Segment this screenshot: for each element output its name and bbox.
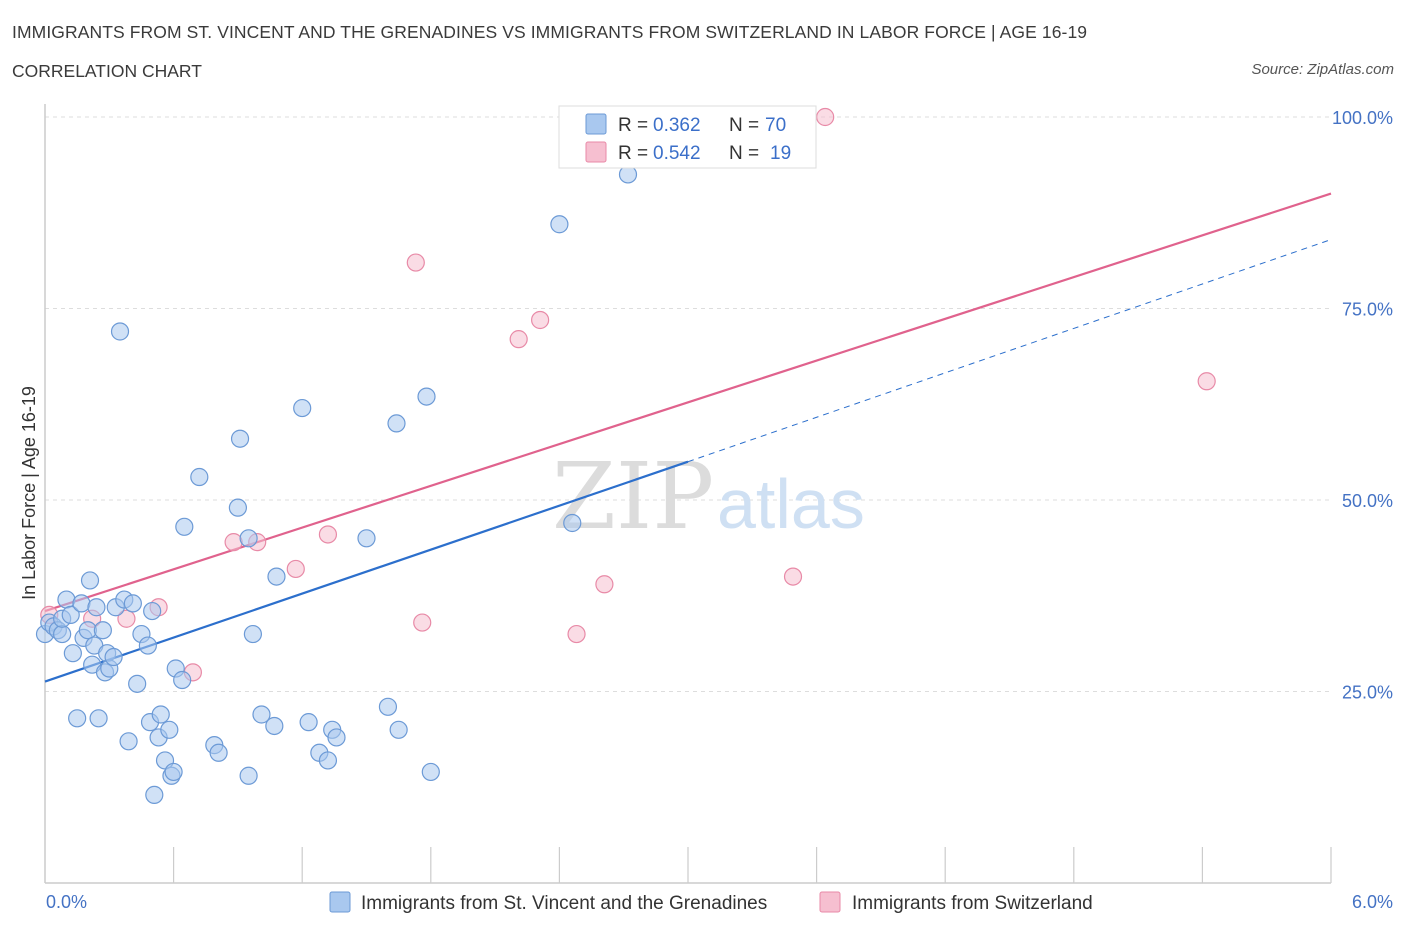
data-point-st-vincent	[239, 529, 258, 548]
data-point-st-vincent	[119, 732, 138, 751]
x-axis-ticks	[173, 847, 1332, 883]
data-point-st-vincent	[68, 709, 87, 728]
data-point-switzerland	[816, 107, 835, 127]
y-tick-label-100: 100.0%	[1332, 108, 1393, 128]
data-point-st-vincent	[63, 644, 82, 663]
data-point-switzerland	[406, 253, 425, 272]
watermark-atlas: atlas	[717, 465, 865, 543]
bottom-legend-swatch-pink	[819, 891, 841, 913]
legend-n-value-2: 19	[770, 143, 791, 164]
data-point-st-vincent	[299, 713, 318, 732]
gridlines	[45, 116, 1331, 692]
chart-subtitle: CORRELATION CHART	[12, 61, 202, 81]
data-point-st-vincent	[239, 766, 258, 785]
data-point-st-vincent	[378, 697, 398, 716]
data-point-switzerland	[1197, 372, 1216, 391]
data-point-switzerland	[413, 613, 432, 632]
data-point-switzerland	[117, 609, 136, 628]
y-tick-label-75: 75.0%	[1342, 300, 1393, 320]
data-point-st-vincent	[53, 624, 72, 644]
data-point-st-vincent	[164, 762, 183, 782]
data-point-st-vincent	[110, 322, 130, 341]
y-axis-tick-labels: 25.0% 50.0% 75.0% 100.0%	[1332, 108, 1393, 703]
data-point-st-vincent	[550, 215, 569, 234]
data-point-st-vincent	[72, 594, 91, 613]
data-point-st-vincent	[128, 674, 147, 693]
data-point-st-vincent	[228, 498, 247, 517]
series-legend: Immigrants from St. Vincent and the Gren…	[329, 891, 1093, 914]
watermark-zip: ZIP	[552, 443, 714, 550]
data-point-st-vincent	[267, 567, 286, 586]
data-point-st-vincent	[143, 601, 162, 621]
data-point-st-vincent	[293, 398, 312, 418]
data-point-st-vincent	[243, 624, 263, 644]
data-point-st-vincent	[318, 751, 338, 770]
series-st-vincent-points	[35, 165, 638, 805]
y-tick-label-50: 50.0%	[1342, 491, 1393, 511]
trend-line-st-vincent-extension	[687, 239, 1332, 463]
y-tick-label-25: 25.0%	[1342, 683, 1393, 703]
data-point-st-vincent	[252, 705, 271, 724]
bottom-legend-label-pink: Immigrants from Switzerland	[852, 893, 1093, 914]
legend-swatch-blue	[585, 113, 607, 135]
data-point-st-vincent	[173, 670, 192, 690]
legend-r-value-1: 0.362	[653, 115, 701, 136]
x-tick-label-min: 0.0%	[46, 892, 87, 912]
y-axis-title: In Labor Force | Age 16-19	[19, 386, 39, 600]
data-point-st-vincent	[160, 720, 179, 739]
data-point-st-vincent	[327, 728, 346, 747]
data-point-st-vincent	[389, 720, 408, 739]
series-switzerland-points	[40, 107, 1216, 682]
data-point-st-vincent	[563, 513, 582, 533]
legend-r-label-1: R =	[618, 115, 648, 136]
legend-n-label-1: N =	[729, 115, 759, 136]
data-point-st-vincent	[175, 517, 194, 536]
data-point-st-vincent	[230, 429, 250, 448]
data-point-switzerland	[509, 330, 528, 349]
data-point-switzerland	[783, 567, 803, 586]
data-point-st-vincent	[123, 594, 142, 613]
source-note: Source: ZipAtlas.com	[1251, 61, 1394, 78]
data-point-st-vincent	[87, 598, 106, 617]
legend-n-value-1: 70	[765, 115, 786, 136]
data-point-st-vincent	[265, 716, 284, 736]
data-point-st-vincent	[145, 785, 164, 805]
data-point-switzerland	[286, 559, 305, 579]
chart-title: IMMIGRANTS FROM ST. VINCENT AND THE GREN…	[12, 22, 1088, 42]
data-point-st-vincent	[417, 387, 436, 406]
data-point-switzerland	[567, 624, 586, 644]
data-point-st-vincent	[190, 467, 209, 487]
data-point-st-vincent	[357, 529, 376, 548]
data-point-st-vincent	[57, 590, 76, 609]
data-point-switzerland	[595, 575, 614, 594]
data-point-st-vincent	[93, 621, 112, 640]
data-point-st-vincent	[138, 636, 157, 655]
data-point-st-vincent	[80, 571, 100, 590]
legend-n-label-2: N =	[729, 143, 759, 164]
bottom-legend-swatch-blue	[329, 891, 351, 913]
data-point-st-vincent	[209, 743, 228, 762]
data-point-switzerland	[224, 533, 243, 552]
x-tick-label-max: 6.0%	[1352, 892, 1393, 912]
data-point-st-vincent	[61, 605, 80, 625]
data-point-st-vincent	[89, 709, 108, 728]
legend-r-value-2: 0.542	[653, 143, 701, 164]
data-point-st-vincent	[104, 647, 123, 667]
data-point-switzerland	[318, 525, 338, 544]
legend-r-label-2: R =	[618, 143, 648, 164]
legend-swatch-pink	[585, 141, 607, 163]
bottom-legend-label-blue: Immigrants from St. Vincent and the Gren…	[361, 893, 767, 914]
stats-legend: R = 0.362 N = 70 R = 0.542 N = 19	[558, 105, 817, 169]
data-point-st-vincent	[151, 705, 170, 724]
data-point-st-vincent	[387, 414, 406, 433]
data-point-switzerland	[531, 310, 550, 330]
data-point-st-vincent	[421, 762, 440, 782]
